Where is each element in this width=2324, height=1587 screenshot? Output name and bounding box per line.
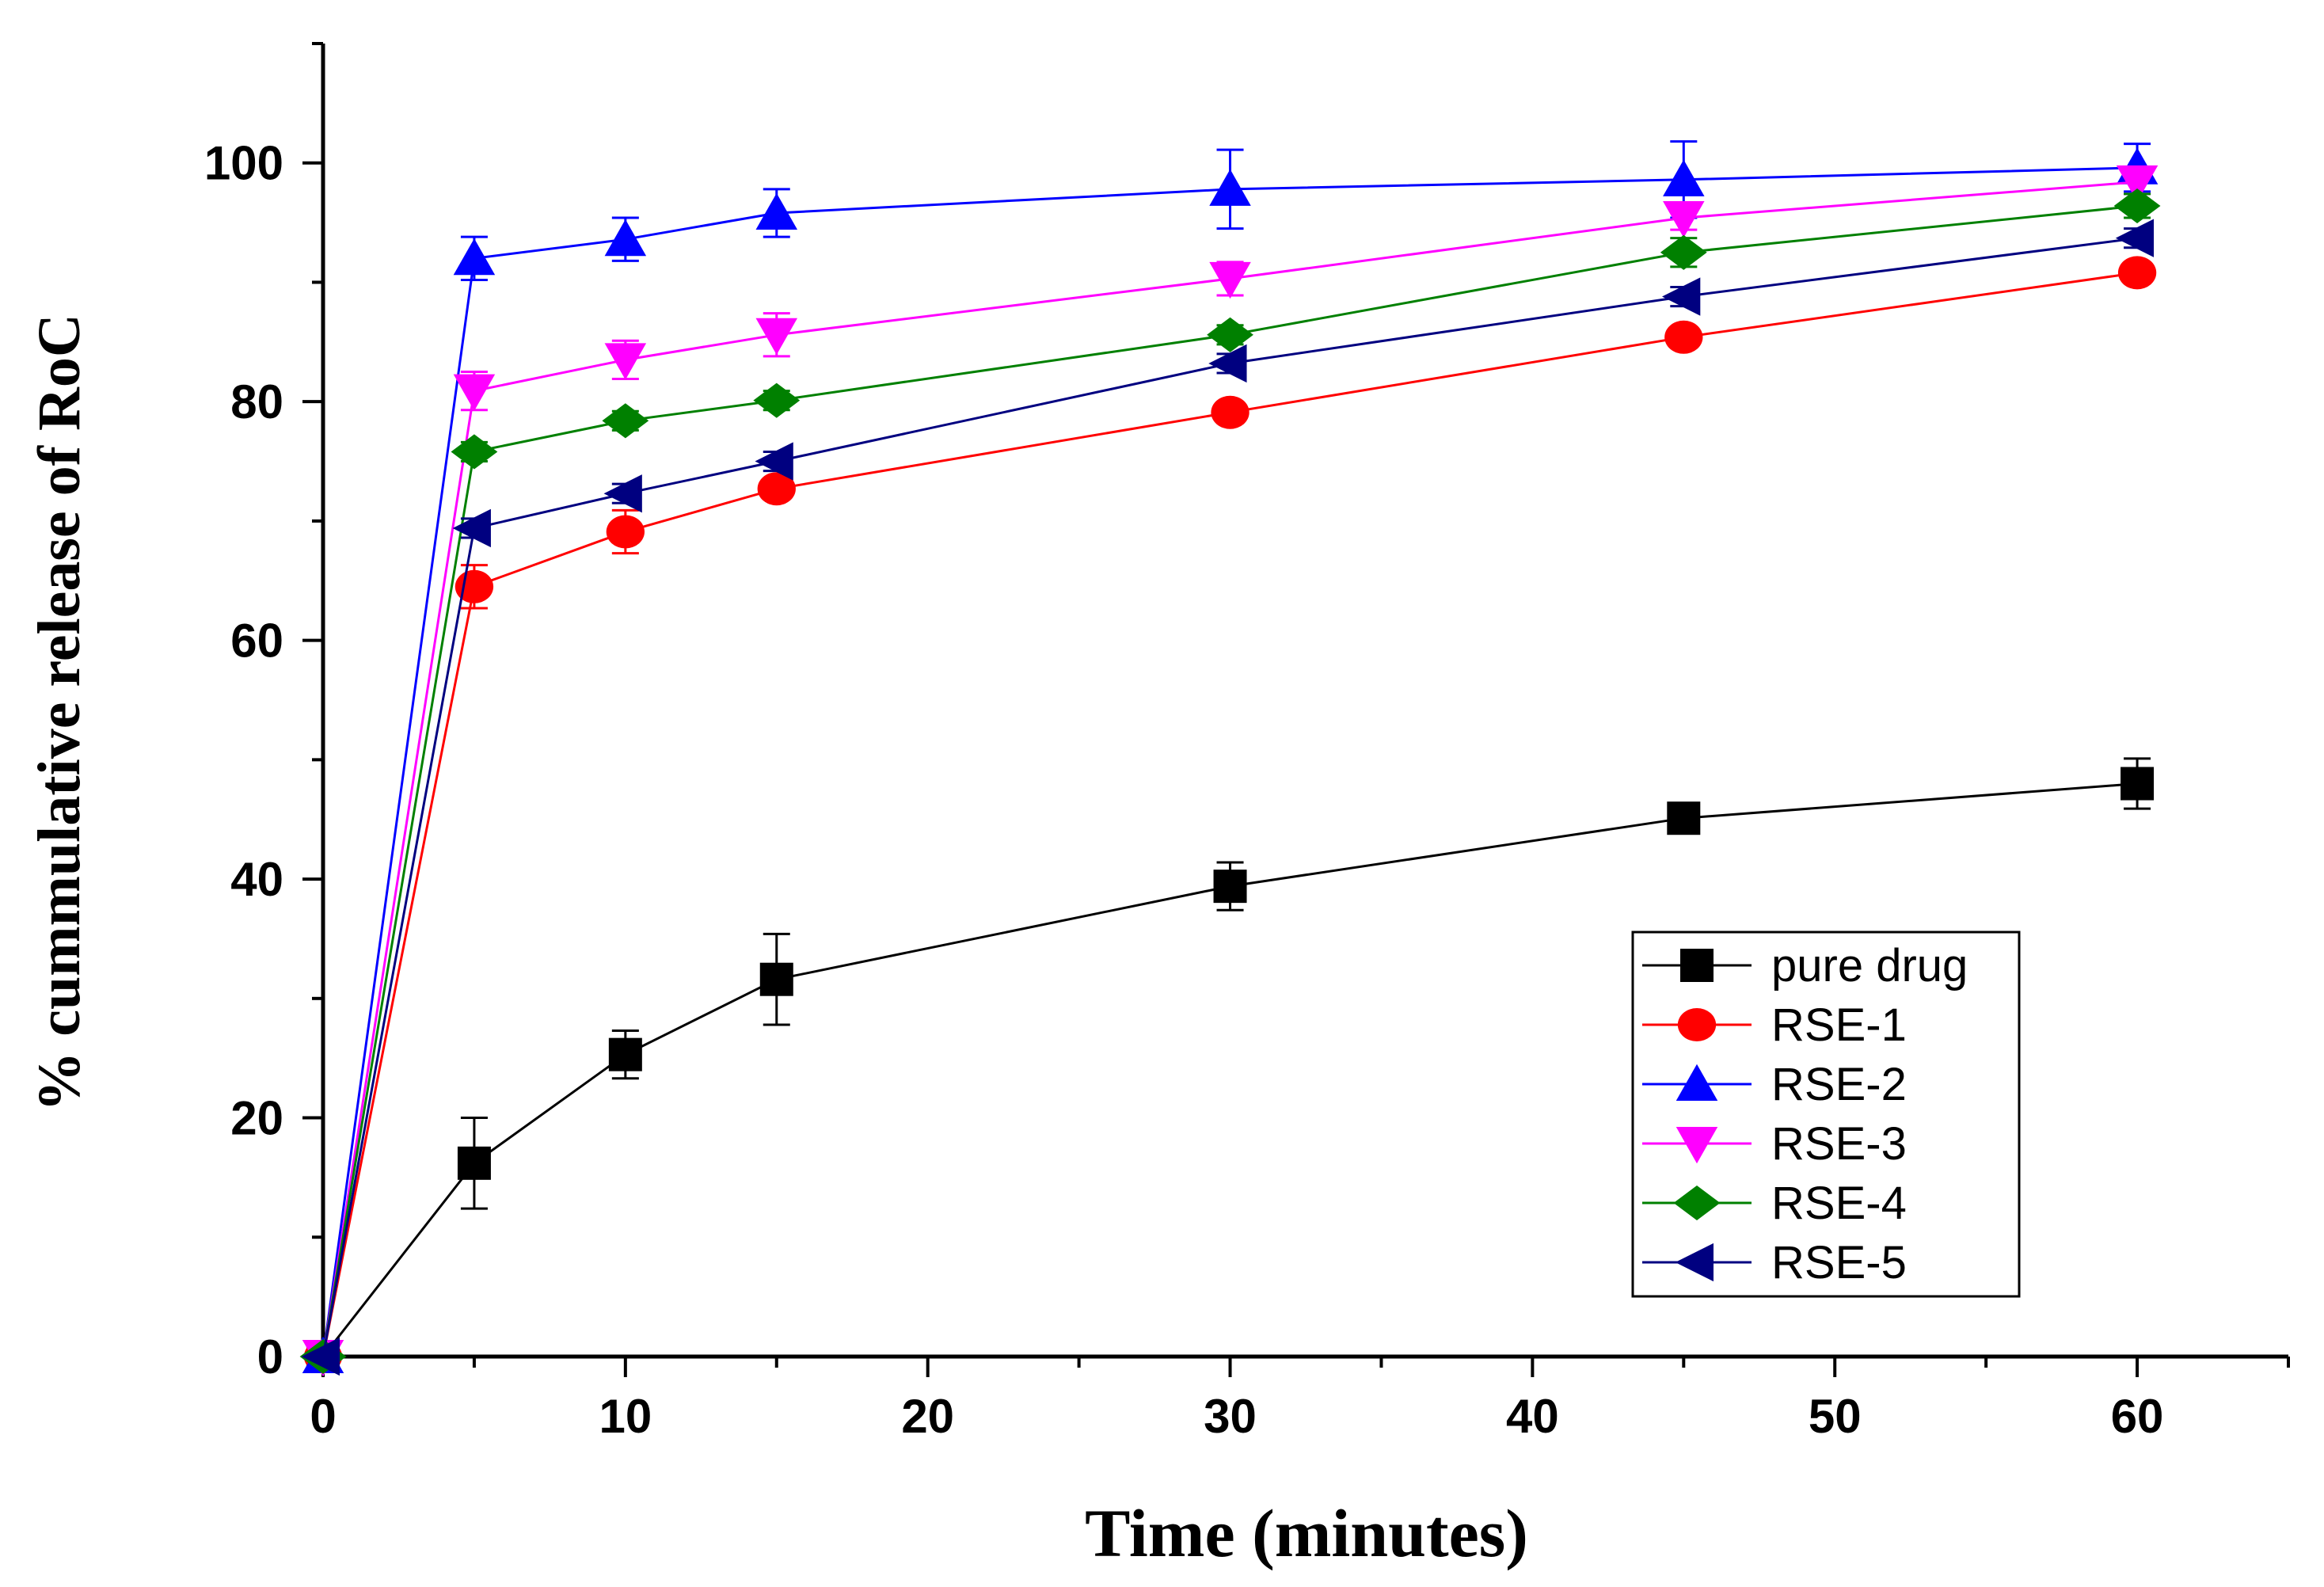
data-point-rse-5 [2115, 219, 2155, 257]
data-point-rse-5 [755, 442, 793, 481]
x-axis-title: Time (minutes) [1085, 1495, 1528, 1571]
data-point-rse-2 [453, 238, 496, 276]
data-point-rse-5 [603, 474, 642, 513]
legend-item-rse-4: RSE-4 [1642, 1178, 1907, 1229]
data-point-rse-5 [1662, 277, 1701, 316]
data-point-rse-1 [1664, 320, 1703, 354]
x-tick-label: 40 [1506, 1390, 1559, 1443]
legend-label: RSE-4 [1771, 1178, 1907, 1229]
legend-item-pure-drug: pure drug [1642, 940, 1968, 991]
y-tick-label: 100 [204, 137, 283, 190]
data-point-rse-2 [604, 219, 647, 257]
legend-marker [1675, 1064, 1718, 1101]
legend-item-rse-5: RSE-5 [1642, 1237, 1907, 1288]
legend-label: RSE-5 [1771, 1237, 1907, 1288]
data-point-rse-1 [2117, 256, 2157, 290]
data-point-rse-4 [753, 382, 801, 418]
data-point-rse-3 [755, 318, 798, 355]
data-point-rse-4 [2113, 188, 2161, 224]
y-axis-title: % cummulative release of RoC [26, 314, 93, 1111]
axes: 0 10 20 30 40 50 60 0 20 40 60 80 100 [204, 42, 2290, 1443]
data-point-rse-2 [1209, 169, 1251, 206]
series-rse-1 [303, 256, 2157, 1373]
data-point-rse-2 [1663, 159, 1705, 196]
data-point-rse-4 [1207, 317, 1253, 352]
legend-item-rse-3: RSE-3 [1642, 1118, 1907, 1170]
data-point-rse-1 [606, 515, 645, 549]
legend-marker [1675, 1127, 1718, 1164]
data-point-rse-3 [1209, 261, 1251, 299]
legend-marker [1680, 949, 1714, 982]
data-point-rse-4 [451, 434, 498, 470]
legend-label: pure drug [1771, 940, 1968, 991]
x-tick-label: 0 [310, 1390, 336, 1443]
y-tick-label: 60 [230, 615, 283, 668]
y-tick-label: 0 [257, 1330, 283, 1383]
legend-item-rse-2: RSE-2 [1642, 1059, 1907, 1110]
data-point-pure-drug [457, 1146, 491, 1180]
x-tick-label: 20 [901, 1390, 954, 1443]
legend-label: RSE-2 [1771, 1059, 1907, 1110]
y-tick-label: 20 [230, 1092, 283, 1145]
data-point-rse-1 [1211, 395, 1249, 429]
data-point-pure-drug [608, 1037, 642, 1071]
legend: pure drug RSE-1 RSE-2 RSE-3 RSE-4 RSE-5 [1631, 931, 2021, 1298]
data-point-pure-drug [1667, 801, 1701, 835]
series-rse-3 [302, 165, 2159, 1377]
legend-label: RSE-1 [1771, 999, 1907, 1051]
y-tick-label: 40 [230, 853, 283, 906]
data-point-pure-drug [2121, 767, 2155, 801]
data-point-rse-5 [301, 1337, 340, 1376]
x-tick-label: 50 [1809, 1390, 1862, 1443]
x-tick-label: 30 [1204, 1390, 1257, 1443]
data-point-rse-4 [1660, 234, 1707, 270]
legend-box [1631, 931, 2021, 1298]
data-point-rse-3 [2116, 165, 2159, 203]
legend-marker [1675, 1243, 1714, 1282]
series-rse-4 [299, 188, 2161, 1375]
series-rse-5 [301, 219, 2155, 1376]
data-point-rse-5 [452, 508, 491, 548]
data-point-rse-2 [755, 192, 798, 230]
series-layer [299, 140, 2161, 1377]
legend-marker [1673, 1185, 1721, 1221]
legend-marker [1677, 1008, 1717, 1041]
data-point-rse-3 [604, 343, 647, 380]
data-point-pure-drug [1213, 870, 1247, 904]
data-point-pure-drug [759, 962, 793, 996]
legend-item-rse-1: RSE-1 [1642, 999, 1907, 1051]
data-point-rse-4 [602, 403, 649, 439]
x-tick-label: 10 [599, 1390, 652, 1443]
x-tick-label: 60 [2111, 1390, 2164, 1443]
y-tick-label: 80 [230, 375, 283, 428]
data-point-rse-1 [757, 472, 796, 506]
data-point-rse-3 [1663, 201, 1705, 238]
data-point-rse-5 [1208, 344, 1247, 383]
data-point-rse-3 [453, 374, 496, 411]
legend-label: RSE-3 [1771, 1118, 1907, 1170]
